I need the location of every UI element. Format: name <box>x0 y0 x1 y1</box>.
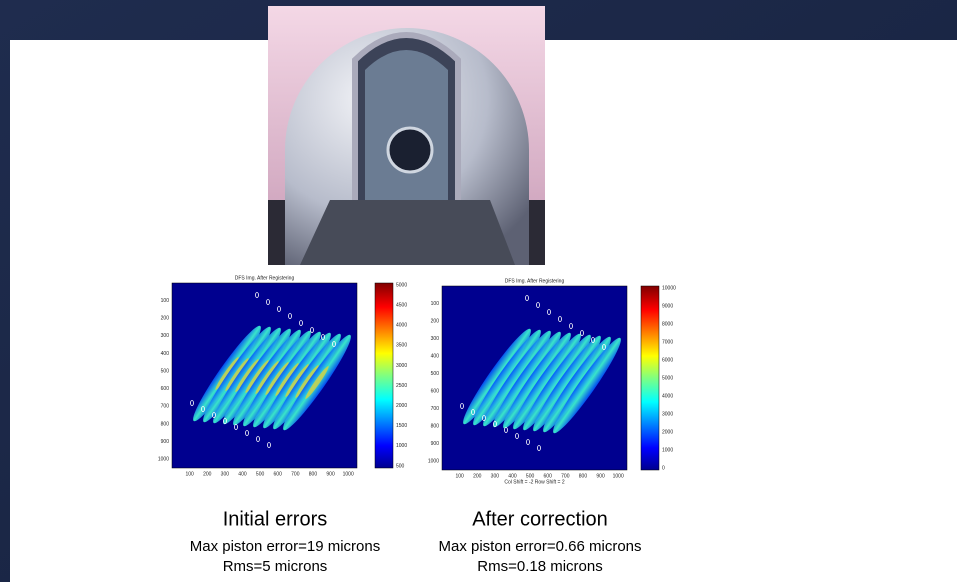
colorbar-label: 2000 <box>396 403 407 409</box>
colorbar-label: 5000 <box>662 375 673 381</box>
y-tick-label: 800 <box>431 424 440 430</box>
y-tick-label: 300 <box>431 336 440 342</box>
y-tick-label: 100 <box>161 298 170 304</box>
y-tick-label: 500 <box>431 371 440 377</box>
colorbar-label: 3000 <box>396 363 407 369</box>
x-tick-label: 500 <box>256 471 265 477</box>
x-tick-label: 300 <box>221 471 230 477</box>
x-tick-label: 200 <box>473 473 482 479</box>
caption-line: Rms=5 microns <box>223 558 328 575</box>
x-tick-label: 800 <box>579 473 588 479</box>
colorbar-label: 4500 <box>396 302 407 308</box>
colorbar-label: 6000 <box>662 357 673 363</box>
x-tick-label: 900 <box>326 471 335 477</box>
y-tick-label: 600 <box>431 388 440 394</box>
colorbar-label: 7000 <box>662 339 673 345</box>
caption-heading: Initial errors <box>223 508 327 530</box>
y-tick-label: 400 <box>431 353 440 359</box>
caption-line: Max piston error=0.66 microns <box>439 538 642 555</box>
y-tick-label: 700 <box>431 406 440 412</box>
x-tick-label: 100 <box>185 471 194 477</box>
colorbar-label: 8000 <box>662 321 673 327</box>
colorbar-label: 0 <box>662 465 665 471</box>
y-tick-label: 100 <box>431 301 440 307</box>
colorbar <box>641 286 659 470</box>
y-tick-label: 1000 <box>428 459 439 465</box>
colorbar-label: 1000 <box>396 443 407 449</box>
colorbar-label: 500 <box>396 463 405 469</box>
x-tick-label: 400 <box>238 471 247 477</box>
colorbar-label: 9000 <box>662 303 673 309</box>
colorbar-label: 3500 <box>396 343 407 349</box>
y-tick-label: 500 <box>161 368 170 374</box>
x-tick-label: 900 <box>596 473 605 479</box>
colorbar-label: 2000 <box>662 429 673 435</box>
x-tick-label: 1000 <box>343 471 354 477</box>
dome-photo <box>268 6 545 265</box>
caption-heading: After correction <box>472 508 608 530</box>
y-tick-label: 800 <box>161 421 170 427</box>
caption-line: Rms=0.18 microns <box>477 558 602 575</box>
y-tick-label: 400 <box>161 351 170 357</box>
x-tick-label: 800 <box>309 471 318 477</box>
x-tick-label: 1000 <box>613 473 624 479</box>
y-tick-label: 700 <box>161 404 170 410</box>
colorbar-label: 3000 <box>662 411 673 417</box>
colorbar-label: 4000 <box>662 393 673 399</box>
colorbar-label: 1000 <box>662 447 673 453</box>
colorbar-label: 1500 <box>396 423 407 429</box>
y-tick-label: 900 <box>431 441 440 447</box>
y-tick-label: 200 <box>431 318 440 324</box>
x-tick-label: 200 <box>203 471 212 477</box>
colorbar-label: 5000 <box>396 282 407 288</box>
x-tick-label: 700 <box>291 471 300 477</box>
colorbar-label: 4000 <box>396 323 407 329</box>
slide: DFS Img. After Registering 100 200 300 400 50… <box>0 0 957 582</box>
x-axis-label: Col Shift = -2 Row Shift = 2 <box>504 479 565 485</box>
colorbar <box>375 283 393 468</box>
y-tick-label: 300 <box>161 333 170 339</box>
x-tick-label: 100 <box>455 473 464 479</box>
colorbar-label: 2500 <box>396 383 407 389</box>
x-tick-label: 300 <box>491 473 500 479</box>
x-tick-label: 600 <box>274 471 283 477</box>
y-tick-label: 600 <box>161 386 170 392</box>
y-tick-label: 900 <box>161 439 170 445</box>
plot-title: DFS Img. After Registering <box>235 275 295 281</box>
y-tick-label: 1000 <box>158 457 169 463</box>
colorbar-label: 10000 <box>662 285 676 291</box>
caption-line: Max piston error=19 microns <box>190 538 381 555</box>
plot-title: DFS Img. After Registering <box>505 278 565 284</box>
y-tick-label: 200 <box>161 316 170 322</box>
